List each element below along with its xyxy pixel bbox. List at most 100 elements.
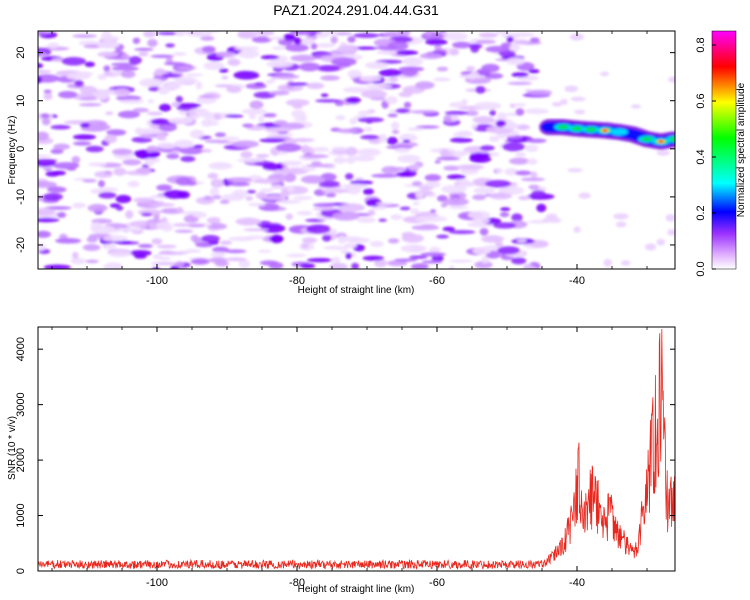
noise-cell xyxy=(644,243,657,251)
noise-cell xyxy=(168,117,194,125)
noise-cell xyxy=(365,84,393,89)
noise-cell xyxy=(138,243,153,249)
noise-cell xyxy=(425,38,448,46)
noise-cell xyxy=(111,148,133,156)
noise-cell xyxy=(151,261,179,266)
noise-cell xyxy=(95,94,109,100)
noise-cell xyxy=(38,158,58,164)
noise-cell xyxy=(495,241,504,247)
noise-cell xyxy=(38,76,43,84)
noise-cell xyxy=(410,110,438,114)
noise-cell xyxy=(440,202,448,208)
noise-cell xyxy=(103,262,124,269)
noise-cell xyxy=(148,111,163,116)
noise-cell xyxy=(307,163,334,168)
noise-cell xyxy=(200,148,212,153)
noise-cell xyxy=(374,259,388,268)
noise-cell xyxy=(147,99,155,104)
noise-cell xyxy=(260,55,280,60)
noise-cell xyxy=(156,221,172,230)
signal-peak xyxy=(602,129,608,132)
noise-cell xyxy=(263,113,277,118)
noise-cell xyxy=(630,104,642,109)
noise-cell xyxy=(613,213,629,220)
noise-cell xyxy=(387,238,400,244)
colorbar: 0.0 0.2 0.4 0.6 0.8 Normalized spectral ampl… xyxy=(695,30,747,277)
noise-cell xyxy=(665,214,675,222)
noise-cell xyxy=(402,139,411,143)
noise-cell xyxy=(351,262,360,269)
noise-cell xyxy=(203,195,213,201)
noise-cell xyxy=(189,129,205,139)
noise-cell xyxy=(511,257,527,265)
noise-cell xyxy=(104,134,118,144)
signal-point xyxy=(585,127,597,133)
noise-cell xyxy=(476,68,491,75)
noise-cell xyxy=(113,167,127,176)
noise-cell xyxy=(398,133,418,142)
noise-cell xyxy=(481,255,490,264)
noise-cell xyxy=(473,101,502,110)
noise-cell xyxy=(56,211,67,218)
noise-cell xyxy=(504,168,519,176)
noise-cell xyxy=(446,174,466,180)
noise-cell xyxy=(315,32,329,38)
noise-cell xyxy=(115,205,124,211)
noise-cell xyxy=(221,75,229,80)
noise-cell xyxy=(117,110,140,119)
noise-cell xyxy=(344,243,357,249)
noise-cell xyxy=(512,39,530,45)
noise-cell xyxy=(262,163,284,171)
noise-cell xyxy=(213,113,222,120)
noise-cell xyxy=(176,206,184,213)
noise-cell xyxy=(175,31,187,37)
noise-cell xyxy=(473,187,496,194)
noise-cell xyxy=(382,31,405,37)
noise-cell xyxy=(290,138,315,143)
noise-cell xyxy=(129,250,152,257)
noise-cell xyxy=(501,32,521,40)
noise-cell xyxy=(443,165,461,171)
noise-cell xyxy=(331,146,348,151)
noise-cell xyxy=(85,145,104,153)
noise-cell xyxy=(465,110,479,116)
noise-cell xyxy=(667,229,675,236)
noise-cell xyxy=(603,259,612,267)
noise-cell xyxy=(488,192,513,200)
noise-cell xyxy=(394,258,418,262)
noise-cell xyxy=(106,229,121,233)
noise-cell xyxy=(440,148,449,157)
noise-cell xyxy=(209,187,220,196)
noise-cell xyxy=(190,234,199,242)
noise-cell xyxy=(290,54,317,62)
noise-cell xyxy=(511,72,529,78)
noise-cell xyxy=(102,243,117,250)
noise-cell xyxy=(389,76,399,83)
noise-cell xyxy=(432,77,451,82)
noise-cell xyxy=(306,257,333,263)
signal-peak xyxy=(658,140,664,143)
noise-cell xyxy=(218,68,229,73)
noise-cell xyxy=(249,100,264,109)
noise-cell xyxy=(485,73,504,80)
noise-cell xyxy=(284,173,297,182)
noise-cell xyxy=(306,82,325,90)
noise-cell xyxy=(467,210,491,220)
noise-cell xyxy=(128,56,142,65)
noise-cell xyxy=(443,197,469,206)
signal-point xyxy=(557,124,569,130)
noise-cell xyxy=(529,240,549,248)
noise-cell xyxy=(204,139,229,143)
noise-cell xyxy=(615,221,627,228)
noise-cell xyxy=(472,217,490,224)
noise-cell xyxy=(134,47,154,52)
noise-cell xyxy=(391,129,400,135)
noise-cell xyxy=(329,262,348,269)
noise-cell xyxy=(227,177,252,183)
noise-cell xyxy=(156,244,177,249)
noise-cell xyxy=(345,252,352,260)
noise-cell xyxy=(195,81,203,90)
noise-cell xyxy=(187,108,210,117)
noise-cell xyxy=(387,41,409,50)
noise-cell xyxy=(203,61,225,71)
